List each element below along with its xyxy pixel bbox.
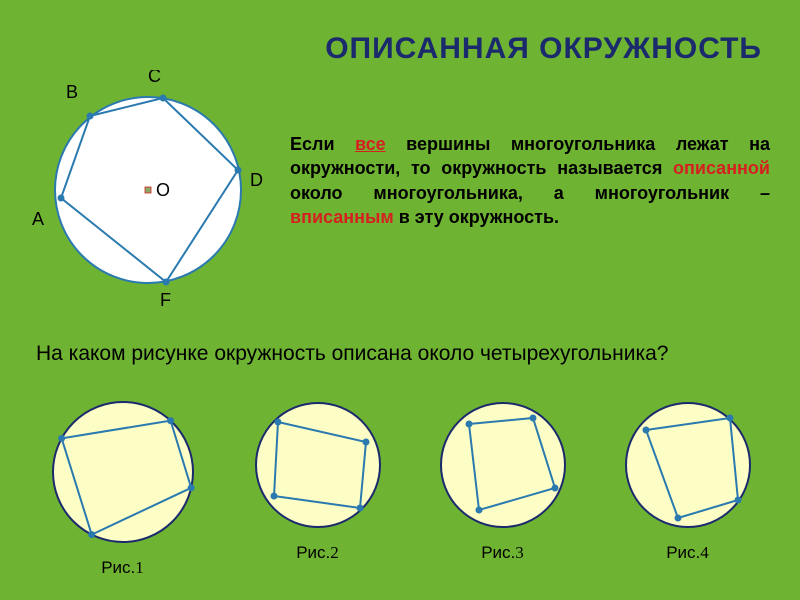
caption-num: 1 [135, 558, 144, 577]
svg-text:B: B [66, 82, 78, 102]
svg-text:C: C [148, 70, 161, 86]
svg-text:A: A [32, 209, 44, 229]
figure-3: Рис.3 [433, 400, 573, 563]
definition-text: Если все вершины многоугольника лежат на… [290, 132, 770, 229]
def-circumscribed: описанной [673, 158, 770, 178]
caption-num: 4 [700, 543, 709, 562]
def-t4: в эту окружность. [394, 207, 559, 227]
def-all: все [355, 134, 386, 154]
caption-num: 2 [330, 543, 339, 562]
page-title: ОПИСАННАЯ ОКРУЖНОСТЬ [325, 32, 762, 66]
svg-text:D: D [250, 170, 263, 190]
figure-4: Рис.4 [618, 400, 758, 563]
svg-text:O: O [156, 180, 170, 200]
def-t1: Если [290, 134, 355, 154]
figures-row: Рис.1 Рис.2 Рис.3 Рис.4 [0, 400, 800, 578]
figure-1-caption: Рис.1 [101, 558, 144, 578]
caption-prefix: Рис. [666, 543, 700, 562]
question-text: На каком рисунке окружность описана окол… [36, 342, 736, 366]
main-diagram: A B C D F O [28, 70, 268, 310]
caption-num: 3 [515, 543, 524, 562]
figure-4-caption: Рис.4 [666, 543, 709, 563]
figure-2: Рис.2 [248, 400, 388, 563]
svg-text:F: F [160, 290, 171, 310]
caption-prefix: Рис. [296, 543, 330, 562]
def-t3: около многоугольника, а многоугольник – [290, 183, 770, 203]
def-inscribed: вписанным [290, 207, 394, 227]
caption-prefix: Рис. [481, 543, 515, 562]
figure-2-caption: Рис.2 [296, 543, 339, 563]
figure-3-caption: Рис.3 [481, 543, 524, 563]
caption-prefix: Рис. [101, 558, 135, 577]
figure-1: Рис.1 [43, 400, 203, 578]
